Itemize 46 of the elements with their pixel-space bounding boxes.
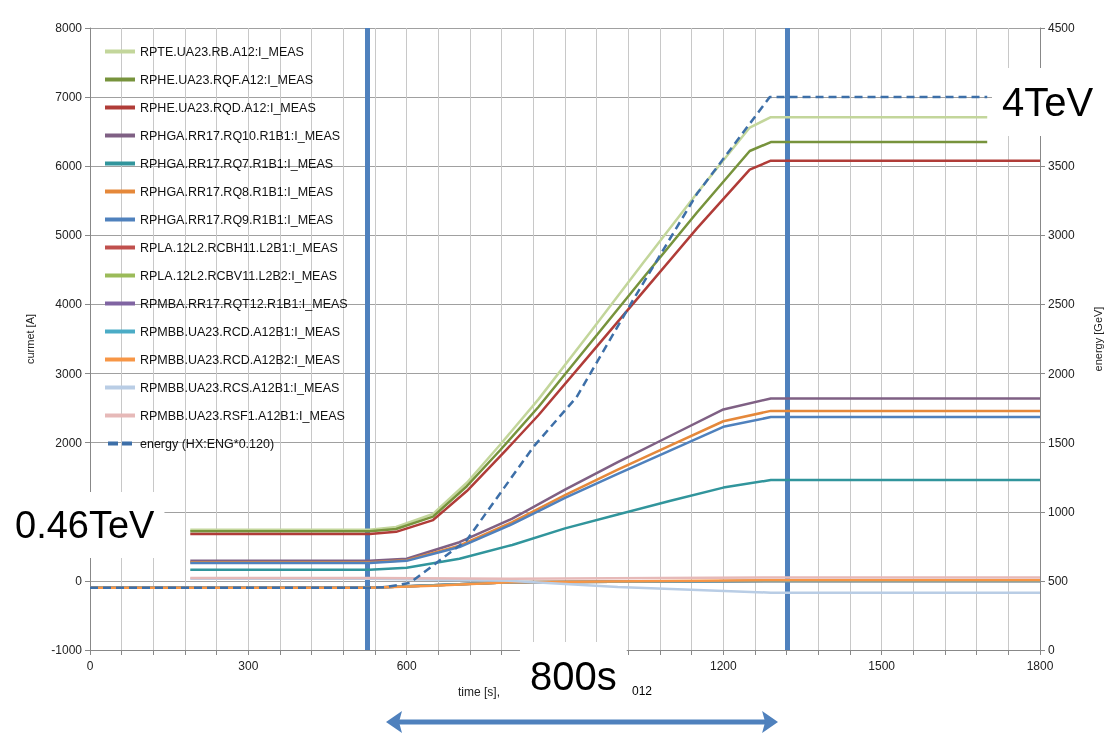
y2-tick-label: 1000 <box>1048 504 1076 519</box>
legend-label: RPHGA.RR17.RQ7.R1B1:I_MEAS <box>140 156 334 171</box>
legend-label: RPHGA.RR17.RQ9.R1B1:I_MEAS <box>140 212 334 227</box>
y-axis-title: curmet [A] <box>23 313 36 365</box>
legend-label: RPHGA.RR17.RQ10.R1B1:I_MEAS <box>140 128 341 143</box>
y-tick-label: 8000 <box>55 21 83 35</box>
legend-label: RPHE.UA23.RQF.A12:I_MEAS <box>140 72 313 87</box>
x-tick-label: 0 <box>86 659 94 673</box>
y-tick-label: 6000 <box>55 159 83 174</box>
y-tick-label: 2000 <box>55 435 83 450</box>
y-tick-label: 7000 <box>55 90 83 105</box>
legend-label: RPLA.12L2.RCBH11.L2B1:I_MEAS <box>140 240 338 255</box>
y-tick-label: 5000 <box>55 228 83 243</box>
legend-label: RPMBB.UA23.RSF1.A12B1:I_MEAS <box>140 408 345 423</box>
x-tick-label: 600 <box>396 659 417 673</box>
y2-tick-label: 4500 <box>1048 21 1076 35</box>
y2-tick-label: 500 <box>1048 573 1069 588</box>
annotation: 4TeV <box>1002 80 1094 124</box>
y-tick-label: -1000 <box>51 643 83 657</box>
legend-label: RPLA.12L2.RCBV11.L2B2:I_MEAS <box>140 268 338 283</box>
y2-axis-title: energy [GeV] <box>1091 306 1104 372</box>
legend-label: RPMBB.UA23.RCD.A12B2:I_MEAS <box>140 352 341 367</box>
y2-tick-label: 0 <box>1048 643 1055 657</box>
legend-label: RPHGA.RR17.RQ8.R1B1:I_MEAS <box>140 184 334 199</box>
x-tick-label: 1500 <box>868 659 896 673</box>
y2-tick-label: 1500 <box>1048 435 1076 450</box>
y2-tick-label: 3500 <box>1048 159 1076 174</box>
legend-label: RPMBA.RR17.RQT12.R1B1:I_MEAS <box>140 296 348 311</box>
text: 012 <box>632 684 653 698</box>
x-axis-title: time [s], <box>458 685 501 699</box>
x-tick-label: 300 <box>238 659 259 673</box>
y-tick-label: 3000 <box>55 366 83 381</box>
legend-label: RPHE.UA23.RQD.A12:I_MEAS <box>140 100 316 115</box>
legend-label: RPMBB.UA23.RCS.A12B1:I_MEAS <box>140 380 340 395</box>
annotation: 0.46TeV <box>15 504 156 546</box>
legend-label: RPMBB.UA23.RCD.A12B1:I_MEAS <box>140 324 341 339</box>
legend-label: RPTE.UA23.RB.A12:I_MEAS <box>140 44 304 59</box>
y-tick-label: 4000 <box>55 297 83 312</box>
x-tick-label: 1800 <box>1026 659 1054 673</box>
text: 800s <box>530 654 617 698</box>
x-tick-label: 1200 <box>709 659 737 673</box>
y2-tick-label: 3000 <box>1048 228 1076 243</box>
y2-tick-label: 2500 <box>1048 297 1076 312</box>
legend-label: energy (HX:ENG*0.120) <box>140 436 275 451</box>
y2-tick-label: 2000 <box>1048 366 1076 381</box>
y-tick-label: 0 <box>75 573 83 588</box>
